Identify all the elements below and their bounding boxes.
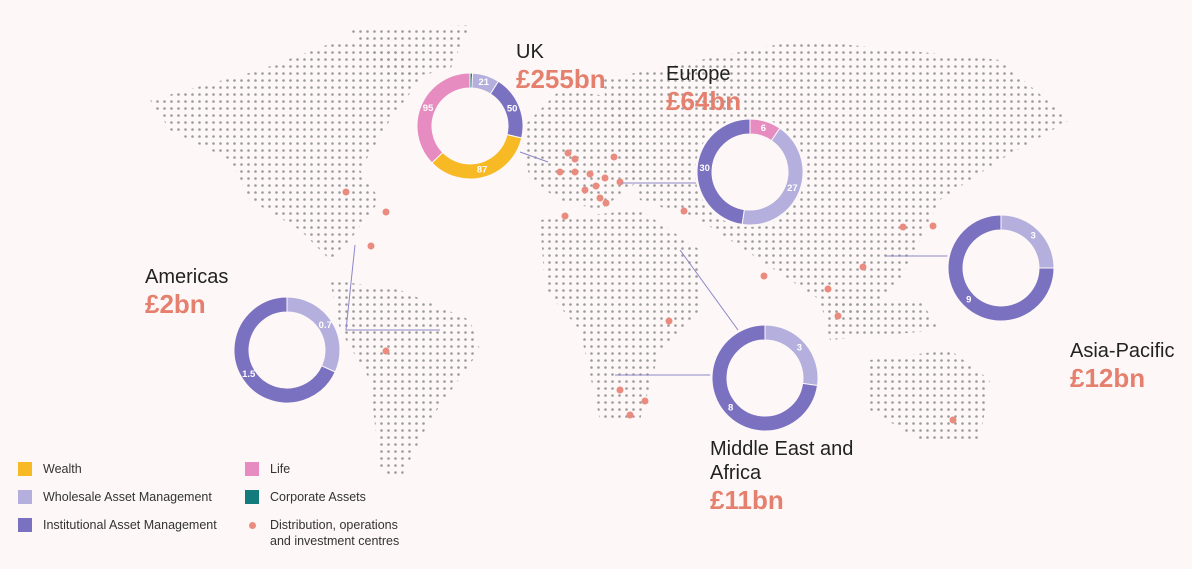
region-title: Middle East and Africa bbox=[710, 438, 854, 484]
legend-marker bbox=[249, 522, 256, 529]
segment-label: 3 bbox=[797, 343, 802, 354]
region-amount: £11bn bbox=[710, 485, 784, 515]
region-amount: £2bn bbox=[145, 289, 206, 319]
connectors bbox=[345, 151, 948, 376]
segment-label: 87 bbox=[477, 164, 488, 175]
segment-label: 1.5 bbox=[242, 369, 256, 380]
legend-swatch bbox=[18, 462, 32, 476]
legend-swatch bbox=[245, 462, 259, 476]
region-title: UK bbox=[516, 41, 544, 63]
region-amount: £12bn bbox=[1070, 363, 1146, 393]
legend-swatch bbox=[18, 518, 32, 532]
legend-swatch bbox=[18, 490, 32, 504]
donut-segment bbox=[233, 296, 336, 404]
legend-label: Institutional Asset Management bbox=[43, 518, 217, 532]
legend-label: Corporate Assets bbox=[270, 490, 366, 504]
region-title: Americas bbox=[145, 266, 229, 288]
legend-label: Distribution, operations and investment … bbox=[270, 518, 400, 548]
segment-label: 8 bbox=[728, 402, 733, 413]
region-title: Asia-Pacific bbox=[1070, 340, 1175, 362]
donut-segment bbox=[696, 118, 751, 225]
region-title: Europe bbox=[666, 63, 731, 85]
segment-label: 30 bbox=[699, 163, 710, 174]
segment-label: 6 bbox=[761, 123, 766, 134]
legend-label: Wholesale Asset Management bbox=[43, 490, 212, 504]
donut-segment bbox=[711, 324, 819, 432]
segment-label: 0.7 bbox=[319, 320, 332, 331]
donut-segment bbox=[416, 72, 471, 164]
segment-label: 21 bbox=[479, 77, 490, 88]
region-amount: £255bn bbox=[516, 64, 606, 94]
region-amount: £64bn bbox=[666, 86, 742, 116]
segment-label: 9 bbox=[966, 295, 971, 306]
segment-label: 27 bbox=[787, 183, 798, 194]
segment-label: 3 bbox=[1031, 230, 1036, 241]
legend-label: Life bbox=[270, 462, 291, 476]
donut-segment bbox=[947, 214, 1055, 322]
segment-label: 50 bbox=[507, 103, 518, 114]
donuts: 21 50 87 95 6 27 30 0.7 1.5 3 9 3 8 bbox=[232, 71, 1056, 433]
continents bbox=[150, 25, 1070, 480]
segment-label: 95 bbox=[423, 103, 434, 114]
centre-markers bbox=[342, 149, 957, 424]
legend-label: Wealth bbox=[43, 462, 82, 476]
legend-swatch bbox=[245, 490, 259, 504]
